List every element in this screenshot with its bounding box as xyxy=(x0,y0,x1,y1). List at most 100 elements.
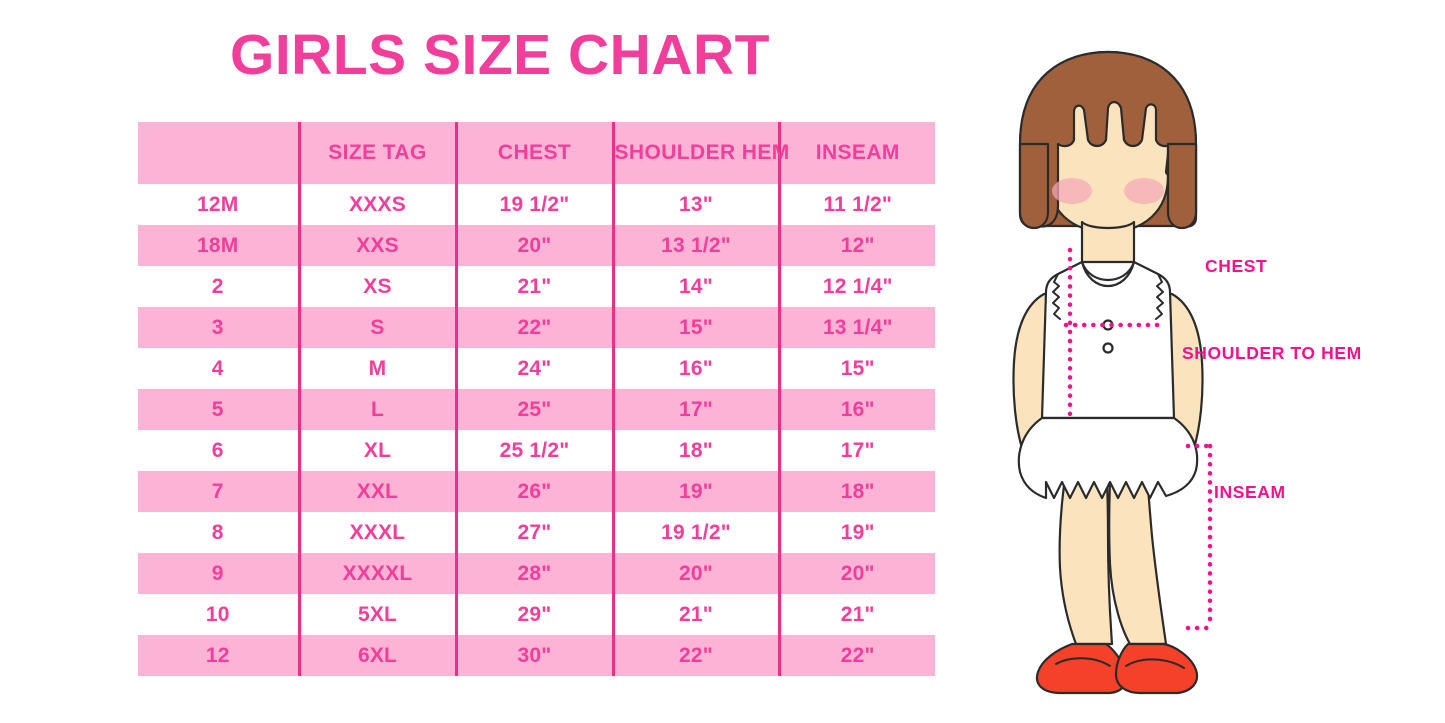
table-row: 6 XL 25 1/2" 18" 17" xyxy=(138,430,935,471)
column-header-size xyxy=(138,122,301,184)
cell-shoulder-hem: 19" xyxy=(613,471,781,512)
cell-shoulder-hem: 13" xyxy=(613,184,781,225)
table-row: 12 6XL 30" 22" 22" xyxy=(138,635,935,676)
girl-figure-svg xyxy=(1012,50,1215,695)
cell-chest: 21" xyxy=(456,266,615,307)
shoe-strap-left xyxy=(1055,657,1111,667)
girl-figure-illustration xyxy=(960,36,1445,696)
shoe-right xyxy=(1114,642,1199,695)
column-header-inseam: INSEAM xyxy=(779,122,935,184)
table-row: 2 XS 21" 14" 12 1/4" xyxy=(138,266,935,307)
cell-size: 5 xyxy=(138,389,301,430)
cell-chest: 28" xyxy=(456,553,615,594)
cell-chest: 19 1/2" xyxy=(456,184,615,225)
cell-shoulder-hem: 14" xyxy=(613,266,781,307)
page-title: GIRLS SIZE CHART xyxy=(229,23,770,87)
shoe-left xyxy=(1035,642,1128,695)
cell-chest: 22" xyxy=(456,307,615,348)
cell-size: 4 xyxy=(138,348,301,389)
cell-inseam: 13 1/4" xyxy=(779,307,935,348)
cell-shoulder-hem: 22" xyxy=(613,635,781,676)
ruffle-shoulder-left xyxy=(1052,273,1061,320)
blush-cheek-left xyxy=(1052,178,1092,204)
callout-label-shoulder-to-hem: SHOULDER TO HEM xyxy=(1182,343,1362,363)
cell-shoulder-hem: 20" xyxy=(613,553,781,594)
cell-size-tag: XXXXL xyxy=(299,553,458,594)
cell-inseam: 11 1/2" xyxy=(779,184,935,225)
cell-inseam: 17" xyxy=(779,430,935,471)
table-row: 4 M 24" 16" 15" xyxy=(138,348,935,389)
table-header: SIZE TAG CHEST SHOULDER HEM INSEAM xyxy=(138,122,935,184)
size-chart-table-container: SIZE TAG CHEST SHOULDER HEM INSEAM 12M X… xyxy=(138,122,935,677)
garment-neckline xyxy=(1080,260,1136,287)
cell-chest: 20" xyxy=(456,225,615,266)
cell-inseam: 21" xyxy=(779,594,935,635)
blush-cheek-right xyxy=(1124,178,1164,204)
ruffle-shoulder-right xyxy=(1155,273,1164,320)
cell-inseam: 22" xyxy=(779,635,935,676)
cell-inseam: 12 1/4" xyxy=(779,266,935,307)
cell-chest: 29" xyxy=(456,594,615,635)
hair-side-right xyxy=(1166,142,1198,230)
cell-size-tag: 6XL xyxy=(299,635,458,676)
cell-size-tag: XXL xyxy=(299,471,458,512)
cell-size-tag: XXS xyxy=(299,225,458,266)
cell-shoulder-hem: 18" xyxy=(613,430,781,471)
cell-chest: 24" xyxy=(456,348,615,389)
cell-size-tag: M xyxy=(299,348,458,389)
table-row: 12M XXXS 19 1/2" 13" 11 1/2" xyxy=(138,184,935,225)
size-chart-table: SIZE TAG CHEST SHOULDER HEM INSEAM 12M X… xyxy=(138,122,935,676)
cell-size: 12M xyxy=(138,184,301,225)
cell-size-tag: XXXL xyxy=(299,512,458,553)
cell-chest: 27" xyxy=(456,512,615,553)
column-header-size-tag: SIZE TAG xyxy=(299,122,458,184)
table-header-row: SIZE TAG CHEST SHOULDER HEM INSEAM xyxy=(138,122,935,184)
cell-size-tag: L xyxy=(299,389,458,430)
cell-shoulder-hem: 17" xyxy=(613,389,781,430)
cell-size: 9 xyxy=(138,553,301,594)
column-header-shoulder-hem: SHOULDER HEM xyxy=(613,122,789,184)
cell-chest: 26" xyxy=(456,471,615,512)
garment-top xyxy=(1040,260,1176,420)
cell-size-tag: S xyxy=(299,307,458,348)
cell-size: 18M xyxy=(138,225,301,266)
cell-chest: 30" xyxy=(456,635,615,676)
cell-shoulder-hem: 16" xyxy=(613,348,781,389)
hair-side-left xyxy=(1018,142,1050,230)
table-body: 12M XXXS 19 1/2" 13" 11 1/2" 18M XXS 20"… xyxy=(138,184,935,676)
cell-inseam: 15" xyxy=(779,348,935,389)
cell-size: 2 xyxy=(138,266,301,307)
garment-skirt xyxy=(1017,416,1199,500)
cell-size-tag: XL xyxy=(299,430,458,471)
table-row: 10 5XL 29" 21" 21" xyxy=(138,594,935,635)
cell-size-tag: XS xyxy=(299,266,458,307)
table-row: 3 S 22" 15" 13 1/4" xyxy=(138,307,935,348)
cell-size: 7 xyxy=(138,471,301,512)
cell-size: 8 xyxy=(138,512,301,553)
column-header-chest: CHEST xyxy=(456,122,615,184)
cell-size: 6 xyxy=(138,430,301,471)
callout-label-chest: CHEST xyxy=(1205,256,1268,276)
table-row: 5 L 25" 17" 16" xyxy=(138,389,935,430)
cell-inseam: 19" xyxy=(779,512,935,553)
cell-size: 3 xyxy=(138,307,301,348)
shoe-strap-right xyxy=(1125,658,1185,669)
cell-inseam: 18" xyxy=(779,471,935,512)
button-bottom xyxy=(1102,342,1114,354)
cell-shoulder-hem: 13 1/2" xyxy=(613,225,781,266)
neck-shape xyxy=(1080,220,1136,264)
cell-shoulder-hem: 19 1/2" xyxy=(613,512,781,553)
cell-inseam: 20" xyxy=(779,553,935,594)
cell-chest: 25" xyxy=(456,389,615,430)
cell-inseam: 12" xyxy=(779,225,935,266)
cell-size-tag: XXXS xyxy=(299,184,458,225)
table-row: 7 XXL 26" 19" 18" xyxy=(138,471,935,512)
table-row: 18M XXS 20" 13 1/2" 12" xyxy=(138,225,935,266)
table-row: 9 XXXXL 28" 20" 20" xyxy=(138,553,935,594)
hair-bangs xyxy=(1018,50,1198,228)
cell-chest: 25 1/2" xyxy=(456,430,615,471)
cell-shoulder-hem: 15" xyxy=(613,307,781,348)
cell-size-tag: 5XL xyxy=(299,594,458,635)
cell-inseam: 16" xyxy=(779,389,935,430)
cell-size: 10 xyxy=(138,594,301,635)
